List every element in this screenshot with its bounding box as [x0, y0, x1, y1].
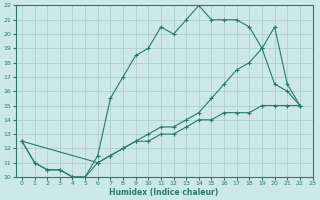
X-axis label: Humidex (Indice chaleur): Humidex (Indice chaleur) [109, 188, 219, 197]
